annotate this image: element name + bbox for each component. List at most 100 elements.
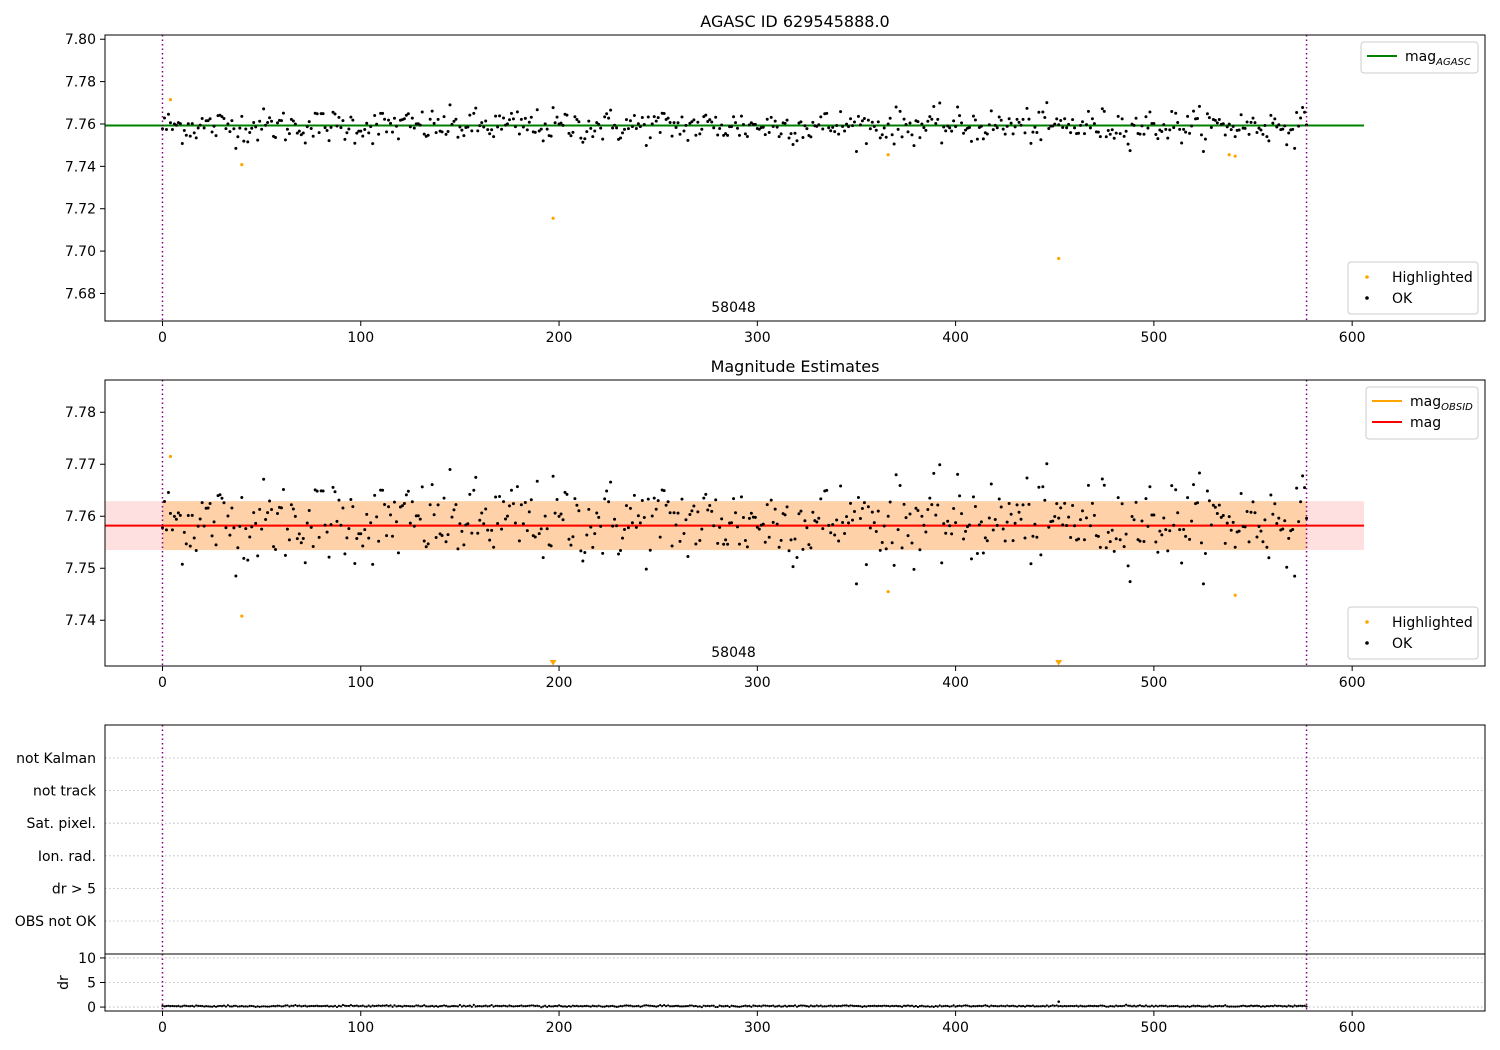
ok-point xyxy=(236,135,240,139)
ok-point xyxy=(607,116,611,120)
ok-point xyxy=(478,518,482,522)
ok-point xyxy=(763,540,767,544)
ok-point xyxy=(1285,565,1289,569)
ok-point xyxy=(1057,516,1061,520)
dr-point xyxy=(508,1004,511,1007)
ok-point xyxy=(188,544,192,548)
dr-point xyxy=(833,1004,836,1007)
ok-point xyxy=(1134,500,1138,504)
dr-point xyxy=(698,1005,701,1008)
ok-point xyxy=(866,505,870,509)
dr-point xyxy=(1085,1005,1088,1008)
ok-point xyxy=(851,124,854,128)
ok-point xyxy=(1160,130,1164,134)
dr-point xyxy=(734,1005,737,1008)
highlighted-point xyxy=(1233,154,1237,158)
ok-point xyxy=(367,536,371,540)
ok-point xyxy=(432,121,436,125)
ok-point xyxy=(946,124,950,128)
ok-point xyxy=(339,523,343,527)
ok-point xyxy=(525,529,529,533)
legend-lines: magAGASC xyxy=(1360,41,1479,74)
y-tick-label: 7.75 xyxy=(65,561,96,577)
ok-point xyxy=(932,471,936,475)
ok-point xyxy=(851,518,854,522)
ok-point xyxy=(795,139,799,143)
ok-point xyxy=(821,527,825,531)
dr-point xyxy=(1132,1004,1136,1007)
ok-point xyxy=(515,110,519,114)
ok-point xyxy=(1017,120,1021,124)
ok-point xyxy=(250,126,254,130)
dr-point xyxy=(302,1004,305,1008)
ok-point xyxy=(688,513,692,517)
axes-frame xyxy=(104,379,1486,667)
dr-point xyxy=(1002,1004,1005,1008)
ok-point xyxy=(1277,516,1281,520)
ok-point xyxy=(581,140,585,144)
ok-point xyxy=(894,105,898,109)
ok-point xyxy=(767,131,771,135)
ok-point xyxy=(694,133,698,137)
ok-point xyxy=(1082,538,1086,542)
ok-point xyxy=(902,502,906,506)
dr-point xyxy=(1188,1005,1191,1008)
dr-point xyxy=(992,1004,995,1008)
ok-point xyxy=(408,521,412,525)
ok-point xyxy=(630,125,634,129)
dr-point xyxy=(940,1005,943,1008)
dr-point xyxy=(1015,1005,1019,1008)
dr-point xyxy=(1265,1004,1268,1008)
ok-point xyxy=(323,126,327,130)
dr-point xyxy=(859,1005,862,1008)
ok-point xyxy=(849,117,853,121)
ok-point xyxy=(1213,118,1217,122)
dr-point xyxy=(524,1005,527,1008)
ok-point xyxy=(315,489,319,493)
ok-point xyxy=(589,126,593,130)
ok-point xyxy=(753,515,757,519)
ok-point xyxy=(839,484,843,488)
ok-point xyxy=(220,115,224,119)
ok-point xyxy=(1184,534,1188,538)
dr-point xyxy=(504,1004,507,1008)
dr-point xyxy=(942,1005,945,1008)
x-tick-label: 500 xyxy=(1141,675,1168,691)
ok-point xyxy=(486,128,490,132)
ok-point xyxy=(1124,129,1128,133)
ok-point xyxy=(585,130,589,134)
ok-point xyxy=(795,556,799,560)
dr-point xyxy=(242,1005,245,1008)
ok-point xyxy=(166,112,170,116)
ok-point xyxy=(880,133,884,137)
dr-point xyxy=(789,1004,793,1008)
dr-point xyxy=(938,1004,941,1007)
ok-point xyxy=(938,463,942,467)
dr-point xyxy=(674,1004,678,1007)
ok-point xyxy=(628,119,632,123)
dr-point xyxy=(994,1004,997,1008)
dr-point xyxy=(1013,1005,1017,1008)
dr-point xyxy=(240,1004,243,1008)
ok-point xyxy=(500,127,504,131)
x-tick-label: 100 xyxy=(347,330,374,346)
ok-point xyxy=(498,114,502,118)
ok-point xyxy=(517,539,521,543)
ok-point xyxy=(862,116,866,120)
dr-point xyxy=(325,1004,329,1007)
ok-point xyxy=(335,519,339,523)
ok-point xyxy=(317,535,321,539)
ok-point xyxy=(1205,112,1209,116)
dr-point xyxy=(1279,1004,1282,1008)
ok-point xyxy=(981,551,985,555)
ok-point xyxy=(668,511,672,515)
ok-point xyxy=(1277,123,1281,127)
dr-point xyxy=(690,1004,693,1007)
ok-point xyxy=(299,133,303,137)
dr-point xyxy=(565,1005,569,1008)
ok-point xyxy=(1172,523,1176,527)
ok-point xyxy=(686,555,690,559)
dr-point xyxy=(807,1005,810,1008)
dr-point xyxy=(214,1005,218,1008)
ok-point xyxy=(369,521,373,525)
